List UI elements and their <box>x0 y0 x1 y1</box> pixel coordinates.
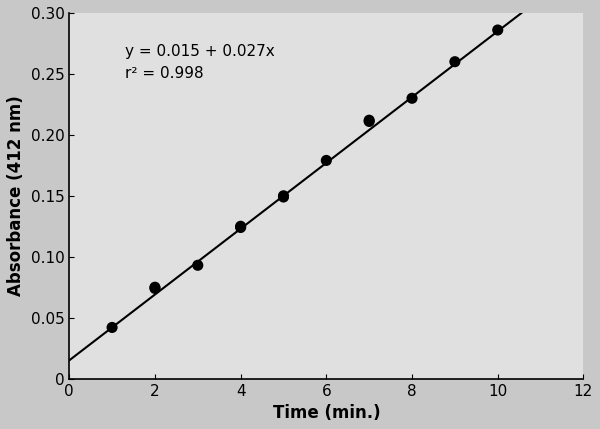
Point <box>193 262 203 269</box>
Point <box>322 157 331 164</box>
Text: r² = 0.998: r² = 0.998 <box>125 66 203 81</box>
X-axis label: Time (min.): Time (min.) <box>272 404 380 422</box>
Point <box>150 284 160 290</box>
Point <box>278 193 288 200</box>
Point <box>107 324 117 331</box>
Point <box>236 224 245 231</box>
Point <box>364 118 374 125</box>
Point <box>407 95 417 102</box>
Point <box>278 192 288 199</box>
Point <box>450 58 460 65</box>
Point <box>364 117 374 124</box>
Point <box>236 223 245 230</box>
Y-axis label: Absorbance (412 nm): Absorbance (412 nm) <box>7 95 25 296</box>
Text: y = 0.015 + 0.027x: y = 0.015 + 0.027x <box>125 44 275 59</box>
Point <box>493 27 503 33</box>
Point <box>150 285 160 292</box>
